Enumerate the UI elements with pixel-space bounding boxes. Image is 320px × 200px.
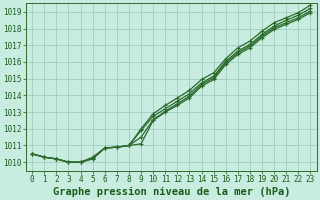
X-axis label: Graphe pression niveau de la mer (hPa): Graphe pression niveau de la mer (hPa) <box>52 186 290 197</box>
